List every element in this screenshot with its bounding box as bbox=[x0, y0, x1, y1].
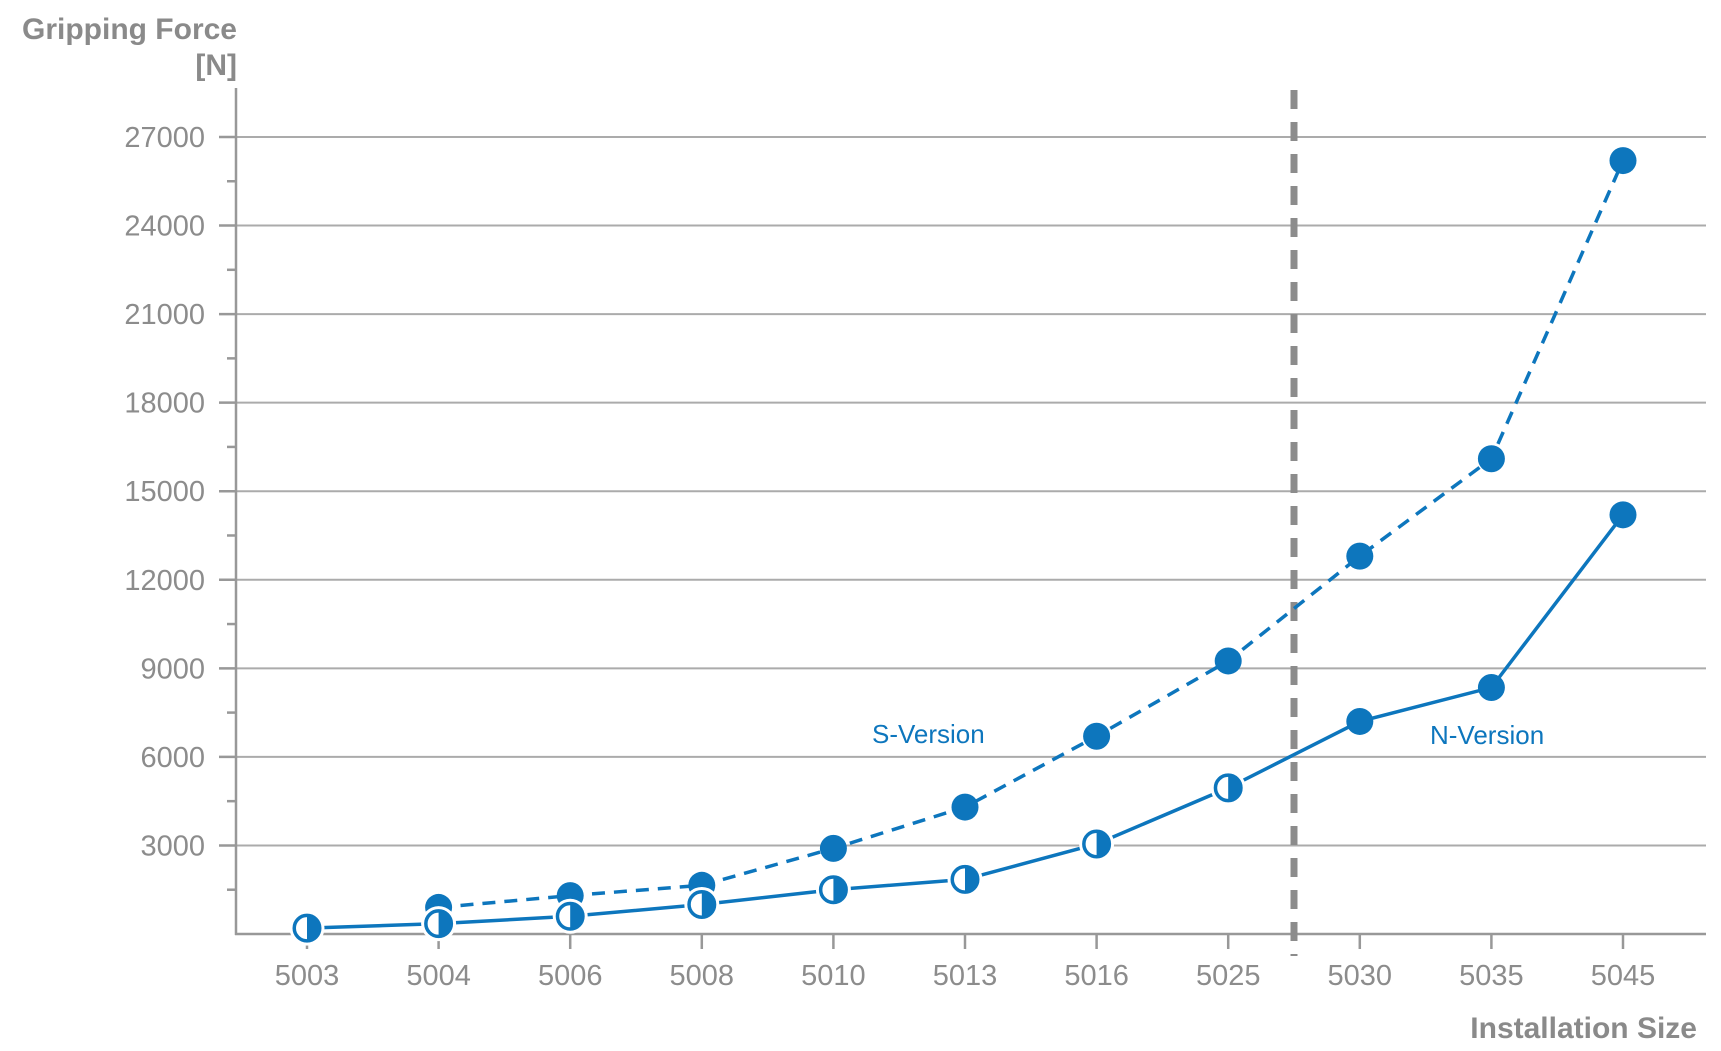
data-point-n-5035 bbox=[1477, 674, 1505, 702]
y-tick-label-12000: 12000 bbox=[124, 565, 205, 597]
y-axis-title-text: Gripping Force bbox=[21, 13, 237, 46]
data-point-halffill-n-5013 bbox=[965, 866, 978, 893]
y-axis-title: Gripping Force [N] bbox=[0, 12, 237, 84]
y-tick-label-21000: 21000 bbox=[124, 299, 205, 331]
data-point-s-5013 bbox=[951, 793, 979, 821]
data-point-n-5045 bbox=[1609, 501, 1637, 529]
data-point-halffill-n-5006 bbox=[570, 903, 583, 930]
data-point-halffill-n-5010 bbox=[833, 876, 847, 903]
x-tick-label-5035: 5035 bbox=[1459, 960, 1524, 992]
y-tick-label-15000: 15000 bbox=[124, 476, 205, 508]
y-tick-label-9000: 9000 bbox=[140, 653, 205, 685]
x-tick-label-5004: 5004 bbox=[406, 960, 471, 992]
x-axis-title: Installation Size bbox=[1470, 1012, 1697, 1045]
x-tick-label-5045: 5045 bbox=[1591, 960, 1656, 992]
data-point-n-5030 bbox=[1346, 707, 1374, 735]
data-point-halffill-n-5008 bbox=[701, 891, 715, 918]
x-tick-label-5010: 5010 bbox=[801, 960, 866, 992]
y-tick-label-6000: 6000 bbox=[140, 742, 205, 774]
y-tick-label-24000: 24000 bbox=[124, 211, 205, 243]
x-tick-label-5003: 5003 bbox=[275, 960, 340, 992]
data-point-halffill-n-5016 bbox=[1096, 831, 1110, 857]
x-tick-label-5025: 5025 bbox=[1196, 960, 1261, 992]
x-tick-label-5013: 5013 bbox=[933, 960, 998, 992]
data-point-halffill-n-5003 bbox=[307, 915, 320, 941]
data-point-s-5030 bbox=[1346, 542, 1374, 570]
y-axis-unit: [N] bbox=[195, 49, 237, 82]
x-tick-label-5006: 5006 bbox=[538, 960, 603, 992]
data-point-s-5045 bbox=[1609, 147, 1637, 175]
data-point-s-5016 bbox=[1083, 722, 1111, 750]
n-version-series-label: N-Version bbox=[1430, 720, 1545, 750]
s-version-series-label: S-Version bbox=[872, 719, 985, 749]
y-tick-label-18000: 18000 bbox=[124, 388, 205, 420]
x-tick-label-5008: 5008 bbox=[670, 960, 735, 992]
data-point-halffill-n-5004 bbox=[438, 910, 452, 937]
data-point-s-5010 bbox=[819, 834, 847, 862]
s-version-line bbox=[438, 159, 1625, 910]
x-tick-label-5016: 5016 bbox=[1064, 960, 1129, 992]
data-point-s-5035 bbox=[1477, 445, 1505, 473]
y-tick-label-3000: 3000 bbox=[140, 830, 205, 862]
data-point-halffill-n-5025 bbox=[1228, 775, 1241, 801]
x-tick-label-5030: 5030 bbox=[1328, 960, 1393, 992]
y-tick-label-27000: 27000 bbox=[124, 122, 205, 154]
data-point-s-5025 bbox=[1214, 647, 1242, 675]
